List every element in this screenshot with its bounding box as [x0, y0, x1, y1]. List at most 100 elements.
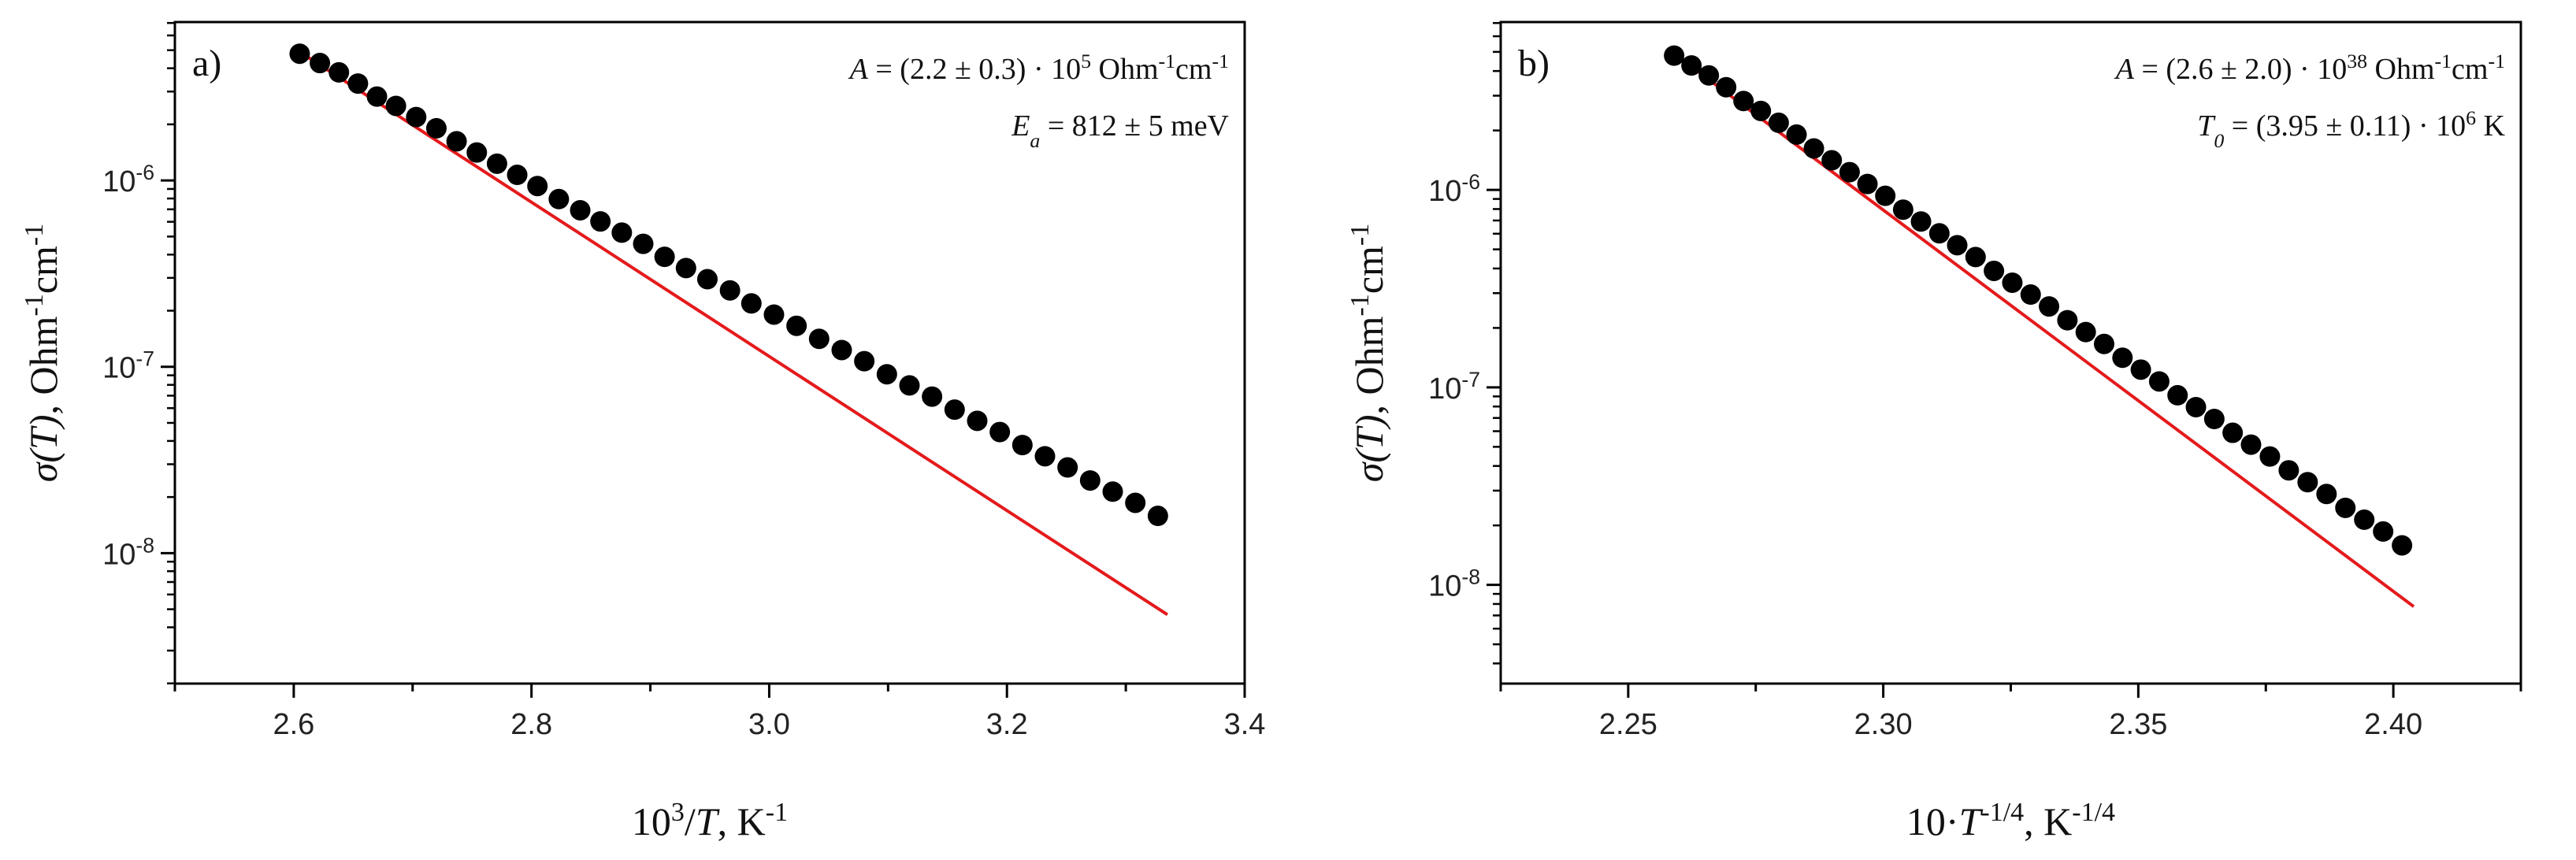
text-part: -1	[20, 224, 49, 246]
text-part: σ(T)	[21, 414, 65, 482]
data-point	[1768, 112, 1789, 133]
data-point	[590, 211, 611, 232]
data-point	[2167, 384, 2188, 406]
data-point	[2093, 333, 2114, 354]
data-point	[1125, 492, 1146, 513]
data-point	[2075, 321, 2096, 343]
data-point	[2112, 347, 2133, 369]
data-point	[347, 73, 369, 95]
data-point	[2057, 310, 2078, 331]
data-point	[1750, 100, 1772, 121]
data-point	[1786, 124, 1807, 145]
data-point	[2316, 484, 2337, 505]
data-point	[2020, 284, 2041, 306]
text-part: Ohm	[2367, 53, 2435, 86]
data-point	[570, 199, 591, 221]
text-part: 10·	[1906, 799, 1959, 843]
data-point	[944, 399, 965, 421]
data-point	[385, 95, 406, 117]
data-point	[328, 61, 350, 83]
text-part: , Ohm	[1347, 316, 1391, 414]
text-part: 10	[632, 799, 671, 843]
text-part: , K	[2024, 799, 2072, 843]
data-point	[989, 421, 1011, 443]
data-point	[1803, 138, 1824, 159]
data-point	[1102, 481, 1123, 502]
data-point	[654, 247, 675, 268]
data-point	[922, 386, 943, 407]
x-tick-label: 2.6	[273, 708, 314, 741]
x-tick-label: 3.0	[748, 708, 790, 741]
data-point	[1147, 506, 1168, 527]
data-point	[2240, 434, 2262, 455]
text-part: T	[2197, 109, 2216, 143]
data-point	[2259, 446, 2281, 467]
text-part: -1/4	[1980, 798, 2024, 827]
text-part: cm	[2452, 53, 2488, 86]
data-point	[786, 315, 807, 336]
text-part: -1	[2435, 50, 2452, 72]
data-point	[2130, 359, 2151, 380]
data-point	[2039, 296, 2060, 317]
data-point	[808, 328, 830, 350]
text-part: cm	[1347, 246, 1391, 294]
data-point	[2148, 371, 2170, 392]
text-part: -1	[1346, 224, 1375, 246]
data-point	[1079, 470, 1101, 491]
text-part: , K	[718, 799, 766, 843]
y-tick-label: 10-8	[1428, 565, 1480, 603]
text-part: 6	[2466, 106, 2476, 129]
text-part: a	[1030, 129, 1040, 152]
data-point	[1857, 173, 1878, 195]
data-point	[1947, 235, 1968, 256]
data-point	[446, 131, 467, 152]
x-tick-label: 2.25	[1599, 708, 1657, 741]
data-point	[2278, 460, 2299, 481]
y-tick-label: 10-8	[102, 533, 154, 571]
text-part: , Ohm	[21, 316, 65, 414]
data-point	[289, 43, 310, 65]
text-part: -1	[20, 294, 49, 316]
data-point	[2335, 497, 2356, 518]
data-point	[406, 106, 427, 128]
x-tick-label: 3.4	[1224, 708, 1266, 741]
data-point	[1928, 223, 1950, 244]
fit-parameter-annotation: A = (2.6 ± 2.0) · 1038 Ohm-1cm-1	[2114, 50, 2505, 87]
data-point	[1011, 435, 1033, 456]
panel-label: a)	[192, 43, 221, 84]
fit-line	[1672, 52, 2415, 608]
data-point	[310, 53, 331, 74]
text-part: 38	[2347, 50, 2367, 72]
data-point	[486, 153, 507, 174]
text-part: /	[685, 799, 696, 843]
x-tick-label: 2.35	[2109, 708, 2167, 741]
plot-frame	[173, 20, 1246, 685]
data-point	[2002, 272, 2023, 293]
y-axis-title: σ(T), Ohm-1cm-1	[20, 224, 66, 483]
x-tick-label: 2.30	[1854, 708, 1913, 741]
data-point	[527, 176, 548, 197]
data-point	[2392, 535, 2413, 556]
text-part: A	[848, 53, 869, 86]
chart-panel-b: 2.25 2.30 2.35 2.40 10-6 10-7 10-8 b) A = (2.6 ±…	[1346, 20, 2522, 843]
text-part: -1	[1159, 50, 1176, 72]
y-tick-label: 10-7	[102, 347, 154, 385]
data-point	[2373, 521, 2394, 542]
text-part: 5	[1081, 50, 1091, 72]
data-point	[696, 269, 718, 290]
text-part: = (3.95 ± 0.11) · 10	[2224, 109, 2466, 143]
data-point	[1839, 161, 1860, 183]
data-point	[967, 410, 988, 432]
data-point	[1965, 247, 1986, 268]
text-part: = (2.6 ± 2.0) · 10	[2134, 53, 2347, 86]
data-point	[1892, 199, 1913, 221]
data-point	[366, 86, 388, 107]
text-part: Ohm	[1091, 53, 1159, 86]
data-point	[719, 280, 741, 301]
fit-line	[299, 50, 1169, 617]
text-part: -1	[2488, 50, 2505, 72]
x-tick-label: 2.8	[510, 708, 552, 741]
x-tick-label: 2.40	[2364, 708, 2422, 741]
data-point	[1733, 91, 1754, 112]
